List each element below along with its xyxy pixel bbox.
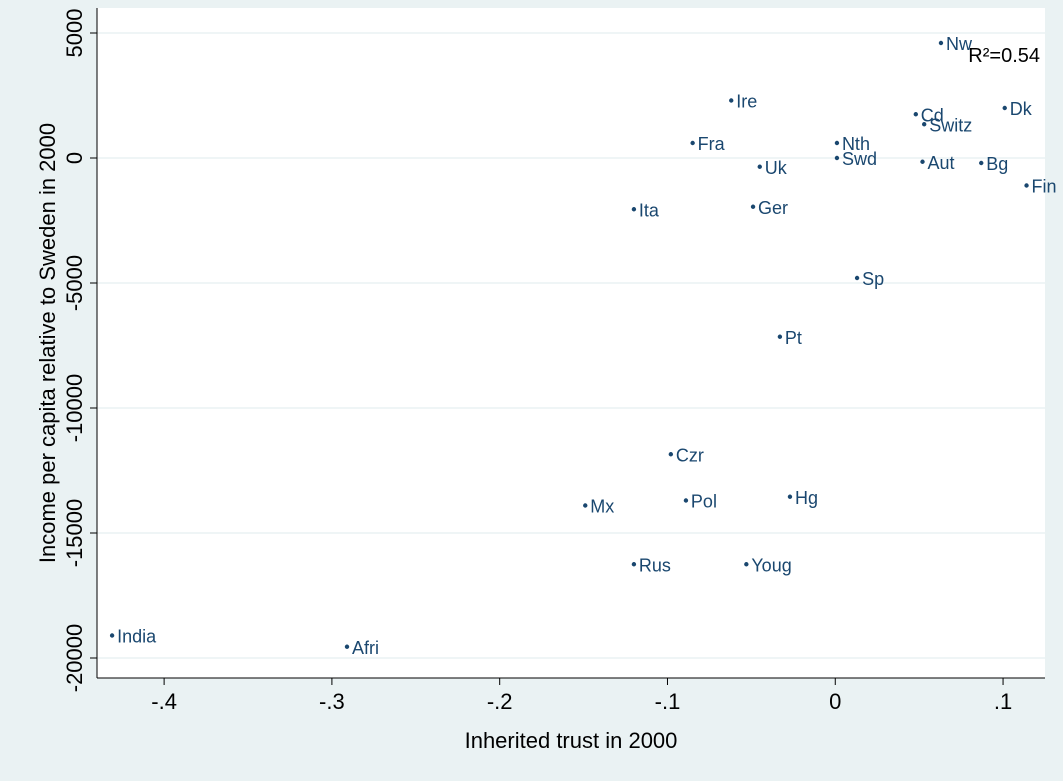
x-tick-label: -.3 [319,689,345,714]
data-point-afri: Afri [344,638,379,658]
point-label: Hg [795,488,818,508]
point-label: Ger [758,198,788,218]
point-marker [787,494,793,499]
y-tick-label: -10000 [62,374,87,443]
point-label: Fin [1032,177,1057,197]
point-label: Uk [765,158,788,178]
y-axis-title: Income per capita relative to Sweden in … [35,123,60,563]
y-tick-label: -5000 [62,255,87,311]
data-point-fin: Fin [1024,177,1057,197]
point-marker [757,164,762,169]
plot-area [97,8,1045,678]
point-label: Dk [1010,99,1033,119]
point-marker [854,275,860,281]
point-label: Rus [639,555,671,575]
data-point-sp: Sp [854,269,884,289]
data-point-switz: Switz [921,115,972,135]
point-label: Ire [736,92,757,112]
x-axis-title: Inherited trust in 2000 [465,728,678,753]
point-marker [979,160,984,166]
r-squared-annotation: R²=0.54 [968,45,1040,67]
point-marker [1002,105,1007,111]
x-tick-label: -.1 [655,689,681,714]
point-label: Cd [921,105,944,125]
point-marker [921,122,927,127]
data-point-fra: Fra [690,134,726,154]
data-point-rus: Rus [631,555,671,575]
point-marker [690,140,695,146]
x-tick-label: .1 [994,689,1012,714]
y-tick-label: -20000 [62,624,87,693]
data-point-dk: Dk [1002,99,1033,119]
point-label: Swd [842,149,877,169]
data-point-mx: Mx [583,497,614,517]
point-marker [834,140,840,146]
data-point-ger: Ger [750,198,788,218]
axes [96,8,1045,679]
point-marker [913,112,919,117]
data-point-pt: Pt [777,328,802,348]
data-point-nth: Nth [834,134,870,154]
x-tick-label: -.2 [487,689,513,714]
point-label: Ita [639,200,660,220]
point-marker [631,207,637,212]
point-label: Mx [590,497,614,517]
y-tick-label: 0 [62,152,87,164]
point-marker [583,503,588,508]
point-label: Pol [691,492,717,512]
x-tick-label: 0 [829,689,841,714]
point-marker [109,633,115,638]
point-label: Pt [785,328,802,348]
x-axis-ticks: -.4 -.3 -.2 -.1 0 .1 [151,678,1012,714]
data-point-hg: Hg [787,488,818,508]
point-marker [683,498,689,503]
data-point-swd: Swd [834,149,877,169]
y-axis-ticks: 5000 0 -5000 -10000 -15000 -20000 [62,9,97,693]
point-marker [750,204,756,209]
point-marker [938,40,944,46]
data-point-ire: Ire [729,92,757,112]
point-label: Sp [862,269,884,289]
point-label: India [117,627,157,647]
y-tick-label: 5000 [62,9,87,58]
data-point-uk: Uk [757,158,788,178]
point-marker [729,98,734,103]
data-point-czr: Czr [668,445,704,465]
point-label: Nth [842,134,870,154]
data-point-nw: Nw [938,34,973,54]
point-marker [1024,183,1029,188]
point-label: Fra [698,134,726,154]
point-label: Bg [986,154,1008,174]
y-tick-label: -15000 [62,499,87,568]
point-marker [631,562,637,567]
point-marker [777,334,783,339]
data-point-pol: Pol [683,492,717,512]
point-marker [668,452,674,457]
data-point-india: India [109,627,157,647]
point-label: Nw [946,34,973,54]
data-point-bg: Bg [979,154,1008,174]
point-label: Switz [929,115,972,135]
data-point-youg: Youg [744,555,792,575]
point-marker [744,562,749,567]
point-marker [344,644,350,649]
point-label: Czr [676,445,704,465]
point-marker [920,159,925,164]
point-label: Aut [928,153,955,173]
point-marker [834,155,840,161]
x-tick-label: -.4 [151,689,177,714]
data-point-aut: Aut [920,153,955,173]
grid-lines [97,32,1045,659]
point-label: Afri [352,638,379,658]
data-point-ita: Ita [631,200,660,220]
point-label: Youg [751,555,791,575]
data-point-cd: Cd [913,105,944,125]
